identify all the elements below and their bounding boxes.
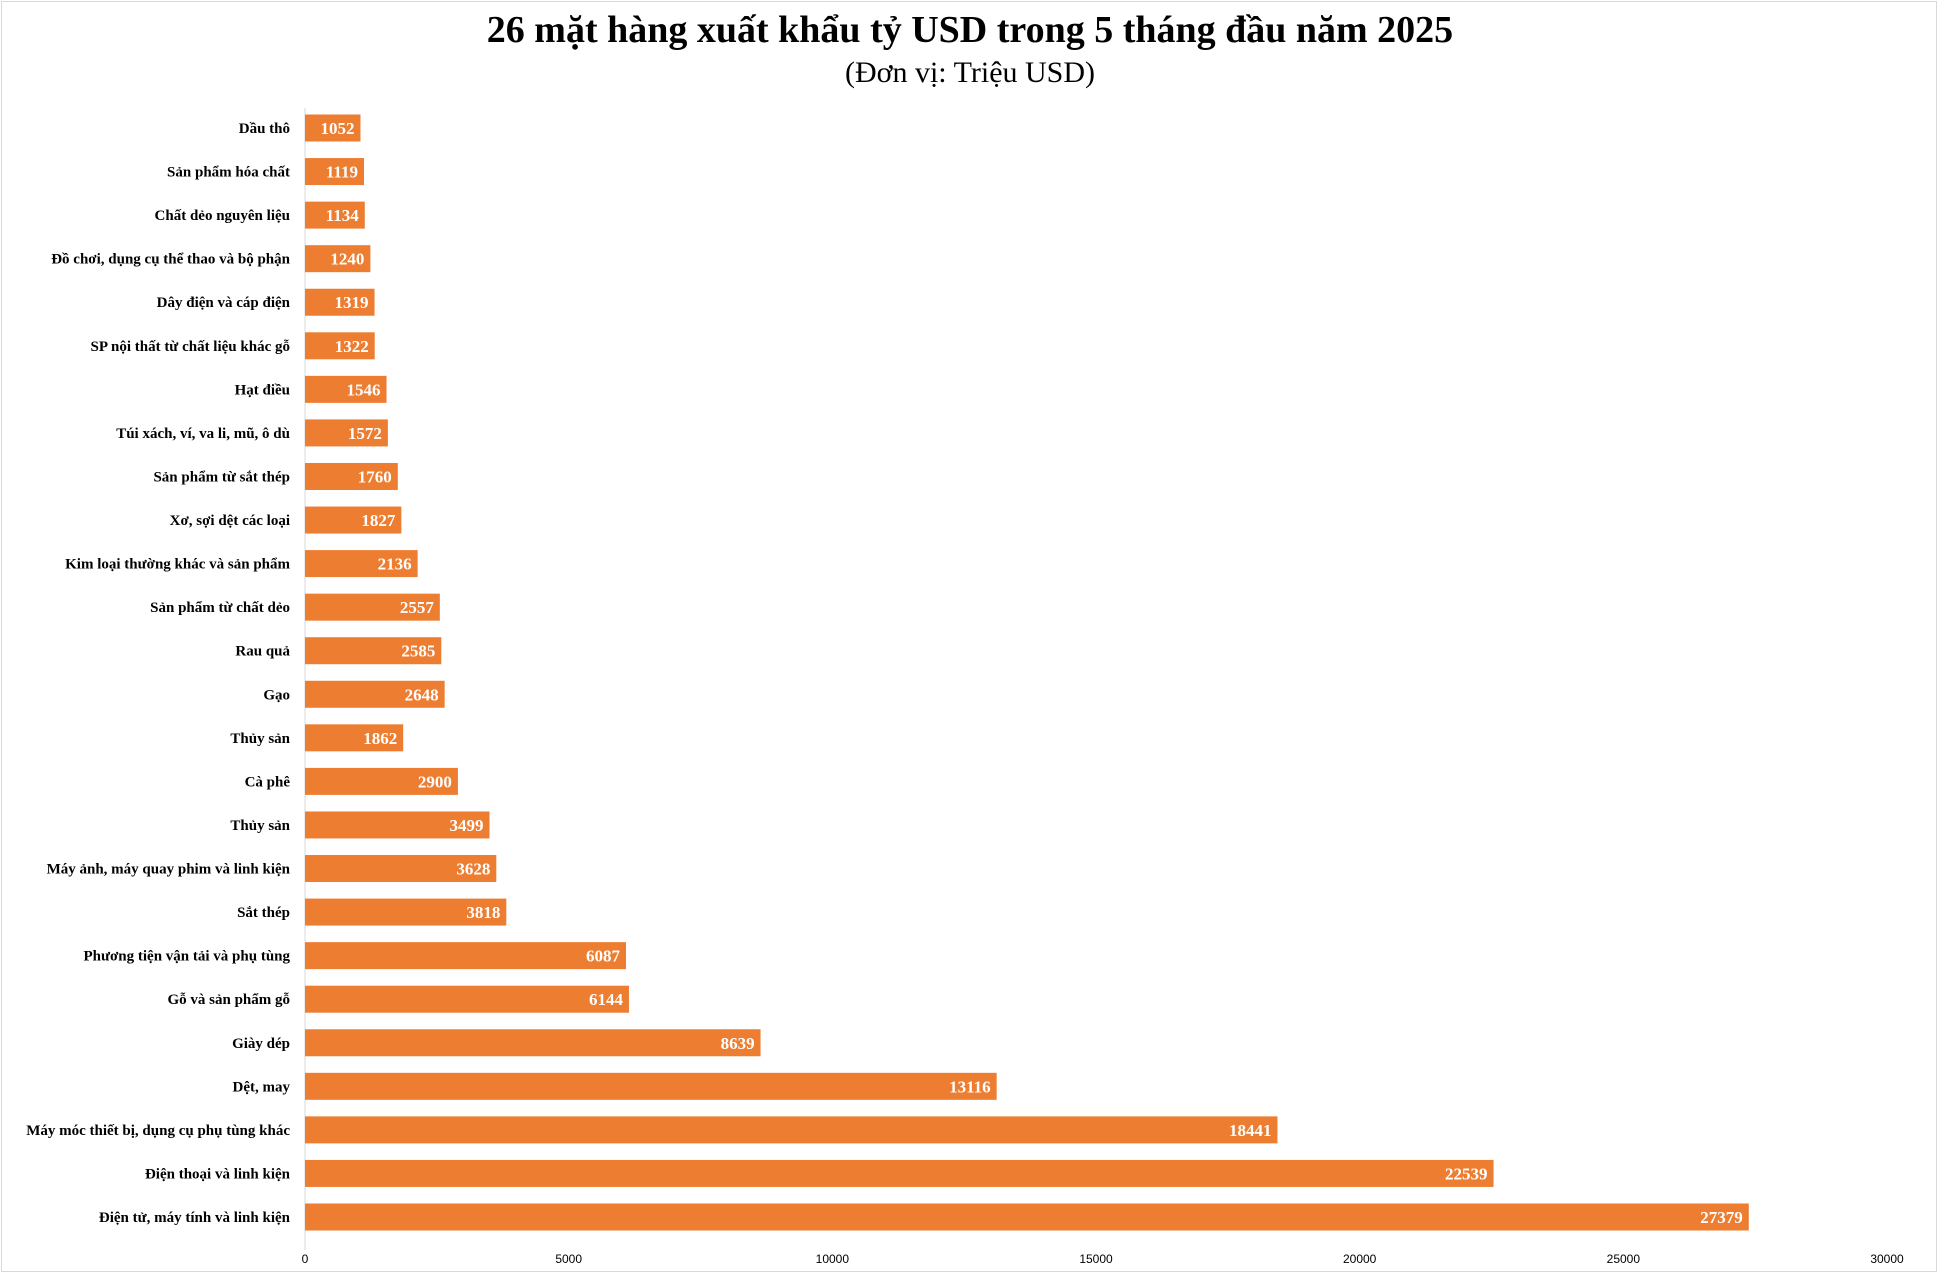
category-label: Dệt, may bbox=[233, 1079, 291, 1095]
category-label: Sản phẩm từ chất dẻo bbox=[150, 600, 290, 616]
data-label: 18441 bbox=[1229, 1121, 1272, 1140]
bar bbox=[305, 637, 442, 665]
data-label: 2557 bbox=[400, 598, 435, 617]
bar bbox=[305, 767, 458, 795]
data-label: 1862 bbox=[363, 729, 397, 748]
data-label: 1319 bbox=[335, 293, 369, 312]
x-tick-label: 20000 bbox=[1343, 1252, 1377, 1266]
bar bbox=[305, 1159, 1494, 1187]
category-label: Sản phẩm hóa chất bbox=[167, 165, 290, 181]
data-label: 1546 bbox=[347, 380, 381, 399]
bar bbox=[305, 375, 387, 403]
category-label: Gạo bbox=[263, 687, 290, 703]
category-label: Chất dẻo nguyên liệu bbox=[155, 208, 290, 224]
bar bbox=[305, 1116, 1278, 1144]
data-label: 3818 bbox=[466, 903, 500, 922]
category-label: Dầu thô bbox=[239, 121, 290, 137]
bar bbox=[305, 985, 629, 1013]
bar bbox=[305, 593, 440, 621]
category-label: Sản phẩm từ sắt thép bbox=[153, 469, 290, 485]
bar bbox=[305, 680, 445, 708]
data-label: 6144 bbox=[589, 990, 624, 1009]
bar bbox=[305, 245, 371, 273]
category-label: Rau quả bbox=[235, 644, 290, 660]
bar bbox=[305, 114, 361, 142]
category-label: Thủy sản bbox=[230, 818, 290, 834]
data-label: 1119 bbox=[326, 163, 358, 182]
data-label: 1572 bbox=[348, 424, 382, 443]
category-label: Túi xách, ví, va li, mũ, ô dù bbox=[116, 426, 290, 442]
x-tick-label: 10000 bbox=[816, 1252, 850, 1266]
bar bbox=[305, 506, 402, 534]
category-label: Cà phê bbox=[245, 774, 291, 790]
data-label: 2900 bbox=[418, 772, 452, 791]
data-label: 27379 bbox=[1700, 1208, 1743, 1227]
bar bbox=[305, 1072, 997, 1100]
category-label: Kim loại thường khác và sản phẩm bbox=[65, 557, 290, 573]
category-label: SP nội thất từ chất liệu khác gỗ bbox=[91, 339, 290, 355]
data-label: 13116 bbox=[949, 1077, 991, 1096]
data-label: 3499 bbox=[450, 816, 484, 835]
bar bbox=[305, 724, 404, 752]
x-tick-label: 5000 bbox=[555, 1252, 582, 1266]
bar bbox=[305, 550, 418, 578]
data-label: 22539 bbox=[1445, 1164, 1488, 1183]
data-label: 3628 bbox=[456, 860, 490, 879]
data-label: 1760 bbox=[358, 467, 392, 486]
category-label: Máy ảnh, máy quay phim và linh kiện bbox=[47, 862, 291, 878]
category-label: Phương tiện vận tải và phụ tùng bbox=[83, 949, 290, 965]
data-label: 1134 bbox=[326, 206, 360, 225]
chart-subtitle: (Đơn vị: Triệu USD) bbox=[844, 56, 1096, 89]
data-label: 1827 bbox=[361, 511, 396, 530]
category-label: Điện thoại và linh kiện bbox=[145, 1166, 291, 1182]
data-label: 1052 bbox=[320, 119, 354, 138]
bar bbox=[305, 201, 365, 229]
bar bbox=[305, 158, 365, 186]
x-tick-label: 15000 bbox=[1079, 1252, 1113, 1266]
data-label: 1240 bbox=[330, 250, 364, 269]
category-label: Gỗ và sản phẩm gỗ bbox=[167, 992, 290, 1008]
data-label: 2136 bbox=[378, 555, 412, 574]
bar bbox=[305, 1029, 761, 1057]
category-label: Điện tử, máy tính và linh kiện bbox=[99, 1210, 291, 1226]
bar bbox=[305, 898, 507, 926]
bar bbox=[305, 942, 626, 970]
chart-title: 26 mặt hàng xuất khẩu tỷ USD trong 5 thá… bbox=[486, 9, 1454, 51]
bar bbox=[305, 288, 375, 316]
x-tick-label: 0 bbox=[302, 1252, 309, 1266]
category-label: Xơ, sợi dệt các loại bbox=[170, 513, 290, 529]
category-label: Hạt điều bbox=[235, 382, 290, 398]
category-label: Thủy sản bbox=[230, 731, 290, 747]
bar bbox=[305, 1203, 1749, 1231]
bar bbox=[305, 332, 375, 360]
data-label: 8639 bbox=[721, 1034, 755, 1053]
category-label: Sắt thép bbox=[237, 905, 290, 921]
bar bbox=[305, 419, 388, 447]
data-label: 1322 bbox=[335, 337, 369, 356]
category-label: Dây điện và cáp điện bbox=[157, 295, 291, 311]
bar bbox=[305, 462, 398, 490]
x-tick-label: 30000 bbox=[1870, 1252, 1904, 1266]
data-label: 6087 bbox=[586, 947, 621, 966]
x-tick-label: 25000 bbox=[1607, 1252, 1641, 1266]
data-label: 2585 bbox=[401, 642, 435, 661]
category-label: Đồ chơi, dụng cụ thể thao và bộ phận bbox=[51, 252, 290, 268]
data-label: 2648 bbox=[405, 685, 439, 704]
category-label: Máy móc thiết bị, dụng cụ phụ tùng khác bbox=[26, 1123, 290, 1139]
bar bbox=[305, 855, 497, 883]
category-label: Giày dép bbox=[232, 1036, 290, 1052]
bar bbox=[305, 811, 490, 839]
